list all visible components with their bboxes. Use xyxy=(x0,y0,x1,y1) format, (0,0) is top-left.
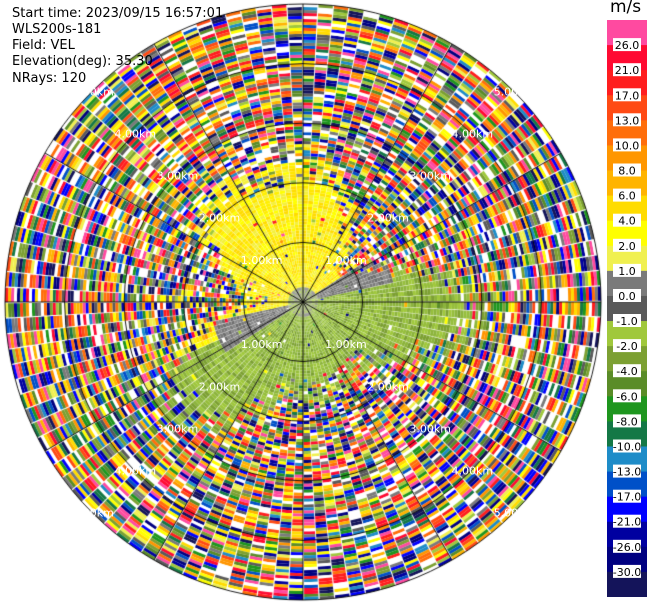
colorbar-tick-label: 2.0 xyxy=(618,240,636,253)
range-ring-label: 2.00km xyxy=(367,380,409,393)
nrays-label: NRays: 120 xyxy=(12,71,87,86)
range-ring-label: 3.00km xyxy=(409,422,451,435)
range-ring-label: 4.00km xyxy=(452,465,494,478)
colorbar-tick-bg xyxy=(613,464,641,478)
range-ring-label: 1.00km xyxy=(325,338,367,351)
range-ring-label: 5.00km xyxy=(72,85,114,98)
field-label: Field: VEL xyxy=(12,38,75,53)
range-ring-label: 1.00km xyxy=(325,254,367,267)
colorbar-tick-label: -17.0 xyxy=(613,491,641,504)
colorbar-tick-label: 4.0 xyxy=(618,215,636,228)
colorbar-tick-bg xyxy=(613,339,641,353)
colorbar-tick-bg xyxy=(613,364,641,378)
range-ring-label: 1.00km xyxy=(241,254,283,267)
colorbar-tick-bg xyxy=(613,138,641,152)
range-ring-label: 2.00km xyxy=(367,212,409,225)
colorbar-tick-label: 13.0 xyxy=(615,114,640,127)
colorbar-tick-bg xyxy=(613,389,641,403)
colorbar-tick-bg xyxy=(613,289,641,302)
colorbar-tick-label: -13.0 xyxy=(613,466,641,479)
colorbar-tick-label: -30.0 xyxy=(613,566,641,579)
colorbar-tick-bg xyxy=(613,113,641,127)
colorbar-tick-label: 21.0 xyxy=(615,64,640,77)
range-ring-label: 4.00km xyxy=(452,128,494,141)
range-ring-label: 4.00km xyxy=(115,128,157,141)
range-ring-label: 3.00km xyxy=(157,170,199,183)
colorbar-tick-label: 8.0 xyxy=(618,165,636,178)
colorbar-tick-label: -26.0 xyxy=(613,541,641,554)
range-ring-label: 3.00km xyxy=(157,422,199,435)
colorbar-tick-bg xyxy=(613,163,641,177)
range-ring-label: 4.00km xyxy=(115,465,157,478)
range-ring-label: 5.00km xyxy=(494,507,536,520)
range-ring-label: 2.00km xyxy=(199,212,241,225)
colorbar-tick-bg xyxy=(613,263,641,277)
velocity-colorbar: 26.0 21.0 17.0 13.0 10.0 8.0 6.0 4.0 2.0 1.0 0.0 -1… xyxy=(607,20,647,597)
colorbar-tick-label: 10.0 xyxy=(615,139,640,152)
range-ring-labels: 1.00km 1.00km 1.00km 1.00km 2.00km 2.00km 2.00… xyxy=(0,0,607,607)
range-ring-label: 5.00km xyxy=(72,507,114,520)
colorbar-tick-label: -10.0 xyxy=(613,441,641,454)
colorbar-tick-bg xyxy=(613,63,641,77)
colorbar-tick-bg xyxy=(613,439,641,453)
start-time-label: Start time: 2023/09/15 16:57:01 xyxy=(12,6,224,21)
range-ring-label: 3.00km xyxy=(409,170,451,183)
colorbar-tick-label: -4.0 xyxy=(616,365,637,378)
colorbar-tick-bg xyxy=(613,314,641,327)
colorbar-tick-label: 0.0 xyxy=(618,290,636,303)
colorbar-tick-bg xyxy=(613,489,641,503)
elevation-label: Elevation(deg): 35.30 xyxy=(12,54,153,69)
colorbar-tick-bg xyxy=(613,564,641,578)
colorbar-tick-label: -6.0 xyxy=(616,390,637,403)
colorbar-tick-label: 17.0 xyxy=(615,89,640,102)
colorbar-tick-label: -2.0 xyxy=(616,340,637,353)
range-ring-label: 2.00km xyxy=(199,380,241,393)
colorbar-tick-bg xyxy=(613,213,641,227)
colorbar-tick-label: -21.0 xyxy=(613,516,641,529)
colorbar-tick-bg xyxy=(613,414,641,428)
colorbar-tick-bg xyxy=(613,514,641,528)
colorbar-tick-bg xyxy=(613,88,641,102)
colorbar-tick-label: -8.0 xyxy=(616,415,637,428)
range-ring-label: 1.00km xyxy=(241,338,283,351)
range-ring-label: 5.00km xyxy=(494,85,536,98)
colorbar-tick-bg xyxy=(613,38,641,52)
colorbar-tick-label: 26.0 xyxy=(615,39,640,52)
instrument-label: WLS200s-181 xyxy=(12,22,102,37)
colorbar-tick-label: 1.0 xyxy=(618,265,636,278)
colorbar-tick-bg xyxy=(613,188,641,202)
colorbar-tick-label: 6.0 xyxy=(618,190,636,203)
colorbar-tick-label: -1.0 xyxy=(616,315,637,328)
colorbar-tick-bg xyxy=(613,539,641,553)
colorbar-unit: m/s xyxy=(610,0,642,17)
colorbar-tick-bg xyxy=(613,238,641,252)
radar-ppi-display xyxy=(0,0,607,607)
